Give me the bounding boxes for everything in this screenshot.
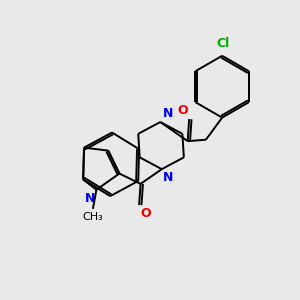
Text: O: O [140,207,151,220]
Text: O: O [177,104,188,117]
Text: N: N [163,107,173,120]
Text: CH₃: CH₃ [82,212,103,222]
Text: N: N [163,172,174,184]
Text: N: N [85,192,95,205]
Text: Cl: Cl [216,38,230,50]
